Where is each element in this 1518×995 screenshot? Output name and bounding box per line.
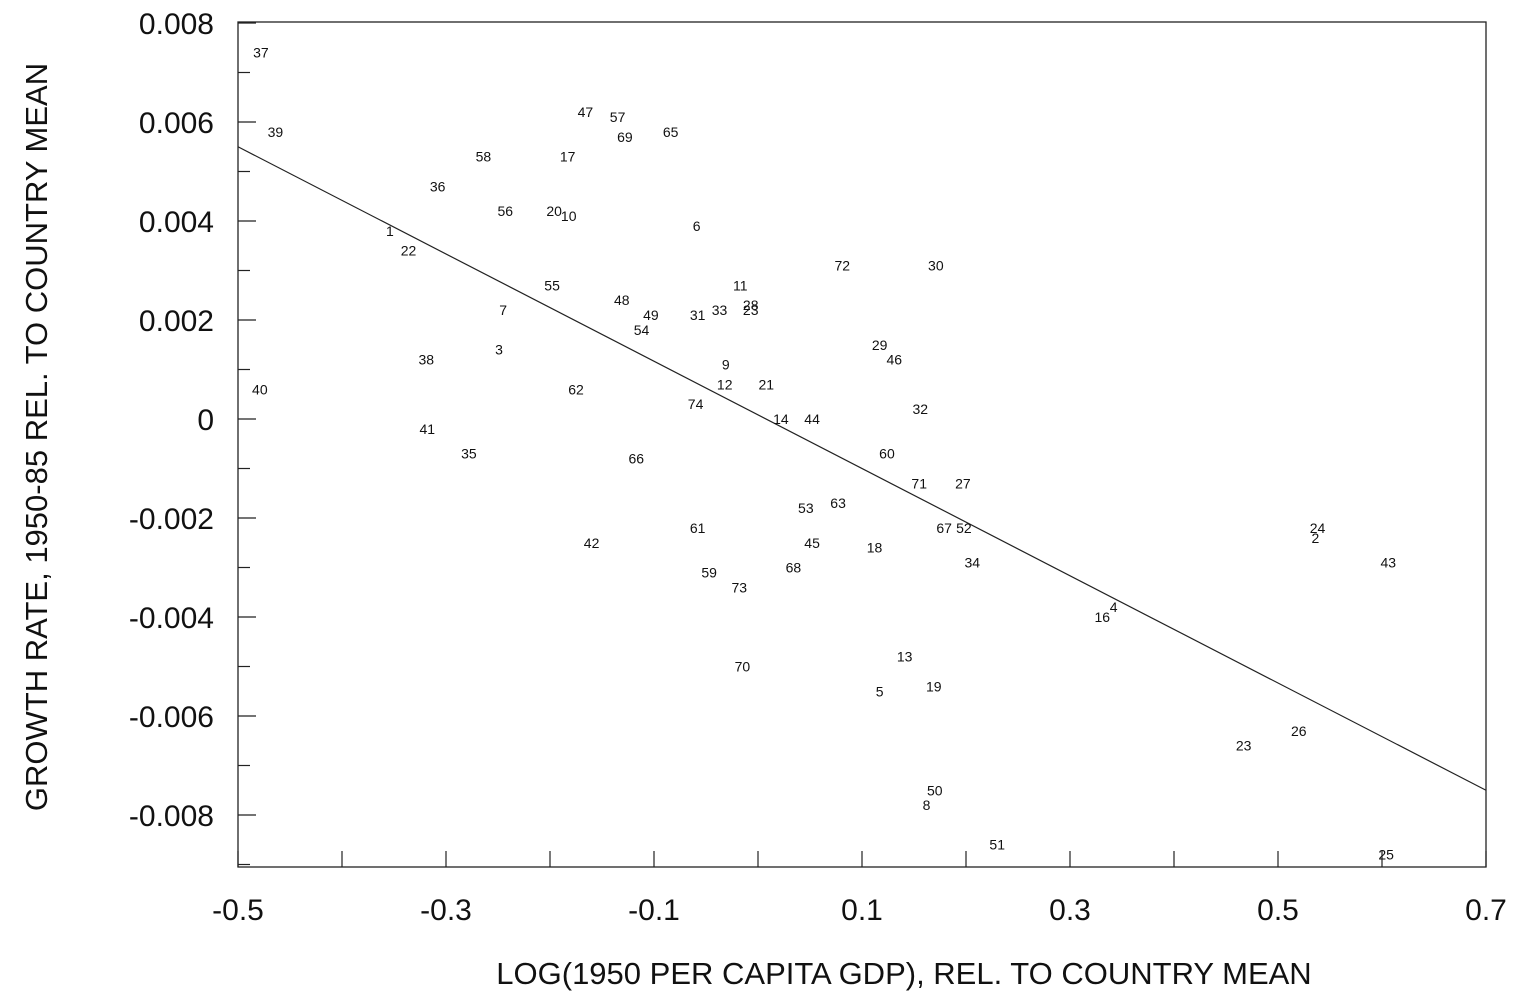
data-point: 44 <box>804 411 820 427</box>
data-point: 54 <box>634 322 650 338</box>
data-point: 51 <box>989 837 1005 853</box>
data-point: 16 <box>1094 609 1110 625</box>
data-point: 10 <box>561 208 577 224</box>
data-point: 32 <box>912 401 928 417</box>
data-point: 68 <box>786 560 802 576</box>
data-point: 71 <box>911 475 927 491</box>
data-point: 35 <box>461 446 477 462</box>
data-point: 29 <box>872 337 888 353</box>
y-tick-label: 0.006 <box>139 107 214 140</box>
data-point: 5 <box>876 683 884 699</box>
data-point: 31 <box>690 307 706 323</box>
x-axis-title: LOG(1950 PER CAPITA GDP), REL. TO COUNTR… <box>496 956 1311 991</box>
data-point: 37 <box>253 45 269 61</box>
data-point: 57 <box>610 109 626 125</box>
data-point: 12 <box>717 376 733 392</box>
data-point: 58 <box>476 149 492 165</box>
data-point: 45 <box>804 535 820 551</box>
data-point: 23 <box>1236 738 1252 754</box>
data-point: 3 <box>495 342 503 358</box>
data-point: 48 <box>614 292 630 308</box>
y-tick-label: 0.002 <box>139 305 214 338</box>
data-point: 41 <box>419 421 435 437</box>
data-point: 72 <box>834 258 850 274</box>
data-point: 8 <box>923 797 931 813</box>
data-point: 50 <box>927 782 943 798</box>
data-point: 30 <box>928 258 944 274</box>
data-point: 1 <box>386 223 394 239</box>
data-point: 69 <box>617 129 633 145</box>
data-point: 2 <box>1312 530 1320 546</box>
data-point: 56 <box>497 203 513 219</box>
data-point: 6 <box>693 218 701 234</box>
data-point: 73 <box>731 579 747 595</box>
data-point: 55 <box>544 277 560 293</box>
data-point: 27 <box>955 475 971 491</box>
x-tick-label: 0.1 <box>841 894 883 927</box>
data-point: 36 <box>430 178 446 194</box>
data-point: 49 <box>643 307 659 323</box>
data-point: 24 <box>1310 520 1326 536</box>
data-point: 63 <box>830 495 846 511</box>
x-tick-label: -0.5 <box>212 894 264 927</box>
axis-tick-labels: -0.5 -0.3 -0.1 0.1 0.3 0.5 0.7 0.008 0.006 0.004 0… <box>129 8 1507 927</box>
y-tick-label: 0.008 <box>139 8 214 41</box>
y-tick-label: -0.008 <box>129 800 214 833</box>
x-tick-label: 0.3 <box>1049 894 1091 927</box>
data-point: 26 <box>1291 723 1307 739</box>
data-point: 61 <box>690 520 706 536</box>
data-point: 38 <box>418 352 434 368</box>
data-point: 20 <box>546 203 562 219</box>
regression-line <box>237 146 1487 791</box>
data-point: 74 <box>688 396 704 412</box>
data-point: 65 <box>663 124 679 140</box>
data-point: 60 <box>879 446 895 462</box>
data-point: 66 <box>629 451 645 467</box>
data-point: 9 <box>722 357 730 373</box>
data-point: 40 <box>252 381 268 397</box>
x-tick-label: -0.1 <box>628 894 680 927</box>
x-tick-label: 0.5 <box>1257 894 1299 927</box>
y-tick-label: 0 <box>197 404 214 437</box>
data-point: 13 <box>897 649 913 665</box>
data-point: 28 <box>743 297 759 313</box>
data-point: 25 <box>1378 847 1394 863</box>
data-point: 23 <box>743 302 759 318</box>
y-tick-label: 0.004 <box>139 206 214 239</box>
data-point: 11 <box>733 277 748 293</box>
data-point: 39 <box>268 124 284 140</box>
x-tick-label: -0.3 <box>420 894 472 927</box>
data-point: 47 <box>578 104 594 120</box>
data-point: 18 <box>867 540 883 556</box>
data-point: 59 <box>701 564 717 580</box>
data-point: 33 <box>712 302 728 318</box>
data-point: 46 <box>886 352 902 368</box>
data-point: 62 <box>568 381 584 397</box>
data-point: 21 <box>759 376 775 392</box>
x-tick-label: 0.7 <box>1465 894 1507 927</box>
plot-frame <box>237 21 1487 868</box>
y-tick-label: -0.006 <box>129 701 214 734</box>
data-point: 7 <box>499 302 507 318</box>
axis-ticks <box>237 22 1487 867</box>
y-tick-label: -0.002 <box>129 503 214 536</box>
data-point: 22 <box>401 243 417 259</box>
data-point: 43 <box>1380 555 1396 571</box>
data-point: 17 <box>560 149 576 165</box>
data-point: 4 <box>1110 599 1118 615</box>
data-point: 42 <box>584 535 600 551</box>
data-point: 34 <box>964 555 980 571</box>
data-point: 19 <box>926 678 942 694</box>
data-point: 67 <box>936 520 952 536</box>
y-tick-label: -0.004 <box>129 602 214 635</box>
data-point: 52 <box>956 520 972 536</box>
data-point: 70 <box>735 659 751 675</box>
data-point: 14 <box>773 411 789 427</box>
data-point: 53 <box>798 500 814 516</box>
y-axis-title: GROWTH RATE, 1950-85 REL. TO COUNTRY MEA… <box>19 63 54 811</box>
